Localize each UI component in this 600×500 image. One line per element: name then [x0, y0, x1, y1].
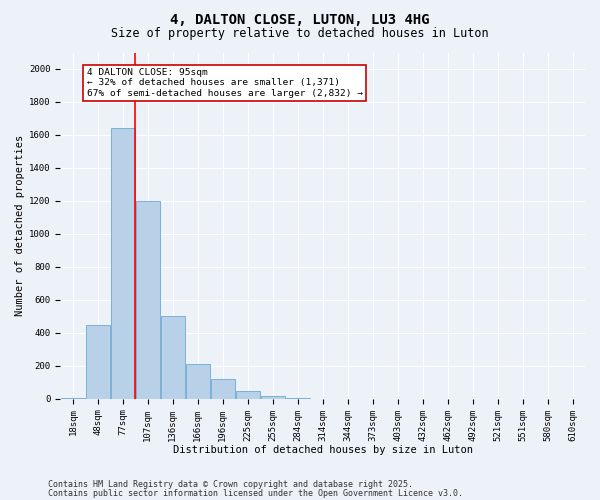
Text: Contains HM Land Registry data © Crown copyright and database right 2025.: Contains HM Land Registry data © Crown c… [48, 480, 413, 489]
Bar [86, 324, 110, 399]
Bar [111, 128, 135, 399]
X-axis label: Distribution of detached houses by size in Luton: Distribution of detached houses by size … [173, 445, 473, 455]
Bar [161, 316, 185, 399]
Bar [211, 379, 235, 399]
Text: 4 DALTON CLOSE: 95sqm
← 32% of detached houses are smaller (1,371)
67% of semi-d: 4 DALTON CLOSE: 95sqm ← 32% of detached … [86, 68, 362, 98]
Bar [286, 398, 310, 399]
Bar [261, 396, 284, 399]
Text: Size of property relative to detached houses in Luton: Size of property relative to detached ho… [111, 28, 489, 40]
Text: 4, DALTON CLOSE, LUTON, LU3 4HG: 4, DALTON CLOSE, LUTON, LU3 4HG [170, 12, 430, 26]
Bar [186, 364, 209, 399]
Y-axis label: Number of detached properties: Number of detached properties [15, 135, 25, 316]
Bar [236, 390, 260, 399]
Bar [136, 201, 160, 399]
Text: Contains public sector information licensed under the Open Government Licence v3: Contains public sector information licen… [48, 488, 463, 498]
Bar [61, 398, 85, 399]
